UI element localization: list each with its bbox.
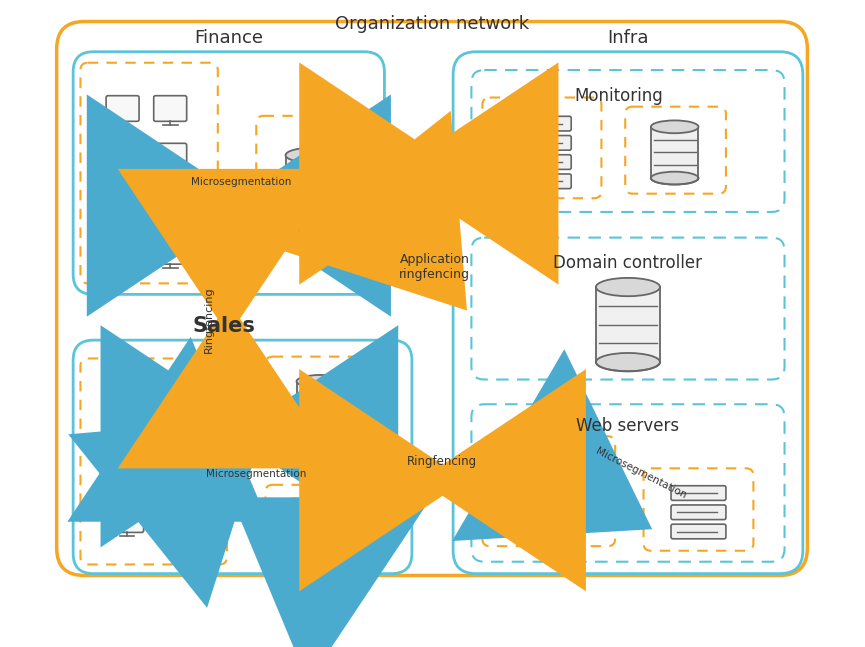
Text: Monitoring: Monitoring — [574, 87, 663, 105]
Ellipse shape — [650, 120, 698, 133]
FancyBboxPatch shape — [158, 454, 191, 479]
Text: Domain controller: Domain controller — [554, 254, 702, 272]
Text: Web servers: Web servers — [576, 417, 680, 435]
Bar — [650, 127, 698, 178]
FancyBboxPatch shape — [509, 135, 571, 150]
Text: Organization network: Organization network — [335, 15, 529, 33]
Ellipse shape — [297, 430, 344, 443]
FancyBboxPatch shape — [158, 400, 191, 426]
Ellipse shape — [297, 375, 344, 388]
FancyBboxPatch shape — [516, 477, 578, 492]
FancyBboxPatch shape — [516, 496, 578, 511]
FancyBboxPatch shape — [509, 155, 571, 170]
Text: Finance: Finance — [195, 29, 263, 47]
FancyBboxPatch shape — [290, 528, 350, 548]
FancyBboxPatch shape — [509, 174, 571, 189]
FancyBboxPatch shape — [106, 239, 139, 264]
Text: Microsegmentation: Microsegmentation — [593, 446, 688, 500]
FancyBboxPatch shape — [290, 499, 350, 519]
Ellipse shape — [596, 278, 660, 296]
FancyBboxPatch shape — [158, 507, 191, 532]
Bar — [285, 155, 336, 214]
FancyBboxPatch shape — [111, 454, 144, 479]
Text: Microsegmentation: Microsegmentation — [206, 469, 306, 479]
Text: Infra: Infra — [607, 29, 649, 47]
FancyBboxPatch shape — [516, 516, 578, 530]
FancyBboxPatch shape — [154, 191, 187, 217]
FancyBboxPatch shape — [509, 116, 571, 131]
Text: Application
ringfencing: Application ringfencing — [400, 253, 471, 281]
FancyBboxPatch shape — [671, 486, 726, 500]
FancyBboxPatch shape — [106, 191, 139, 217]
FancyBboxPatch shape — [671, 524, 726, 539]
Bar — [297, 381, 344, 436]
FancyBboxPatch shape — [106, 143, 139, 169]
FancyBboxPatch shape — [111, 400, 144, 426]
Text: Ringfencing: Ringfencing — [407, 455, 477, 468]
FancyBboxPatch shape — [154, 143, 187, 169]
FancyBboxPatch shape — [106, 96, 139, 122]
FancyBboxPatch shape — [154, 239, 187, 264]
Bar — [596, 287, 660, 362]
FancyBboxPatch shape — [516, 458, 578, 472]
Ellipse shape — [285, 148, 336, 162]
Text: Sales: Sales — [193, 316, 256, 336]
FancyBboxPatch shape — [154, 96, 187, 122]
Ellipse shape — [285, 206, 336, 221]
Text: Microsegmentation: Microsegmentation — [190, 177, 291, 187]
FancyBboxPatch shape — [671, 505, 726, 520]
Text: Ringfencing: Ringfencing — [203, 287, 214, 353]
FancyBboxPatch shape — [111, 507, 144, 532]
Ellipse shape — [596, 353, 660, 371]
Ellipse shape — [650, 171, 698, 184]
